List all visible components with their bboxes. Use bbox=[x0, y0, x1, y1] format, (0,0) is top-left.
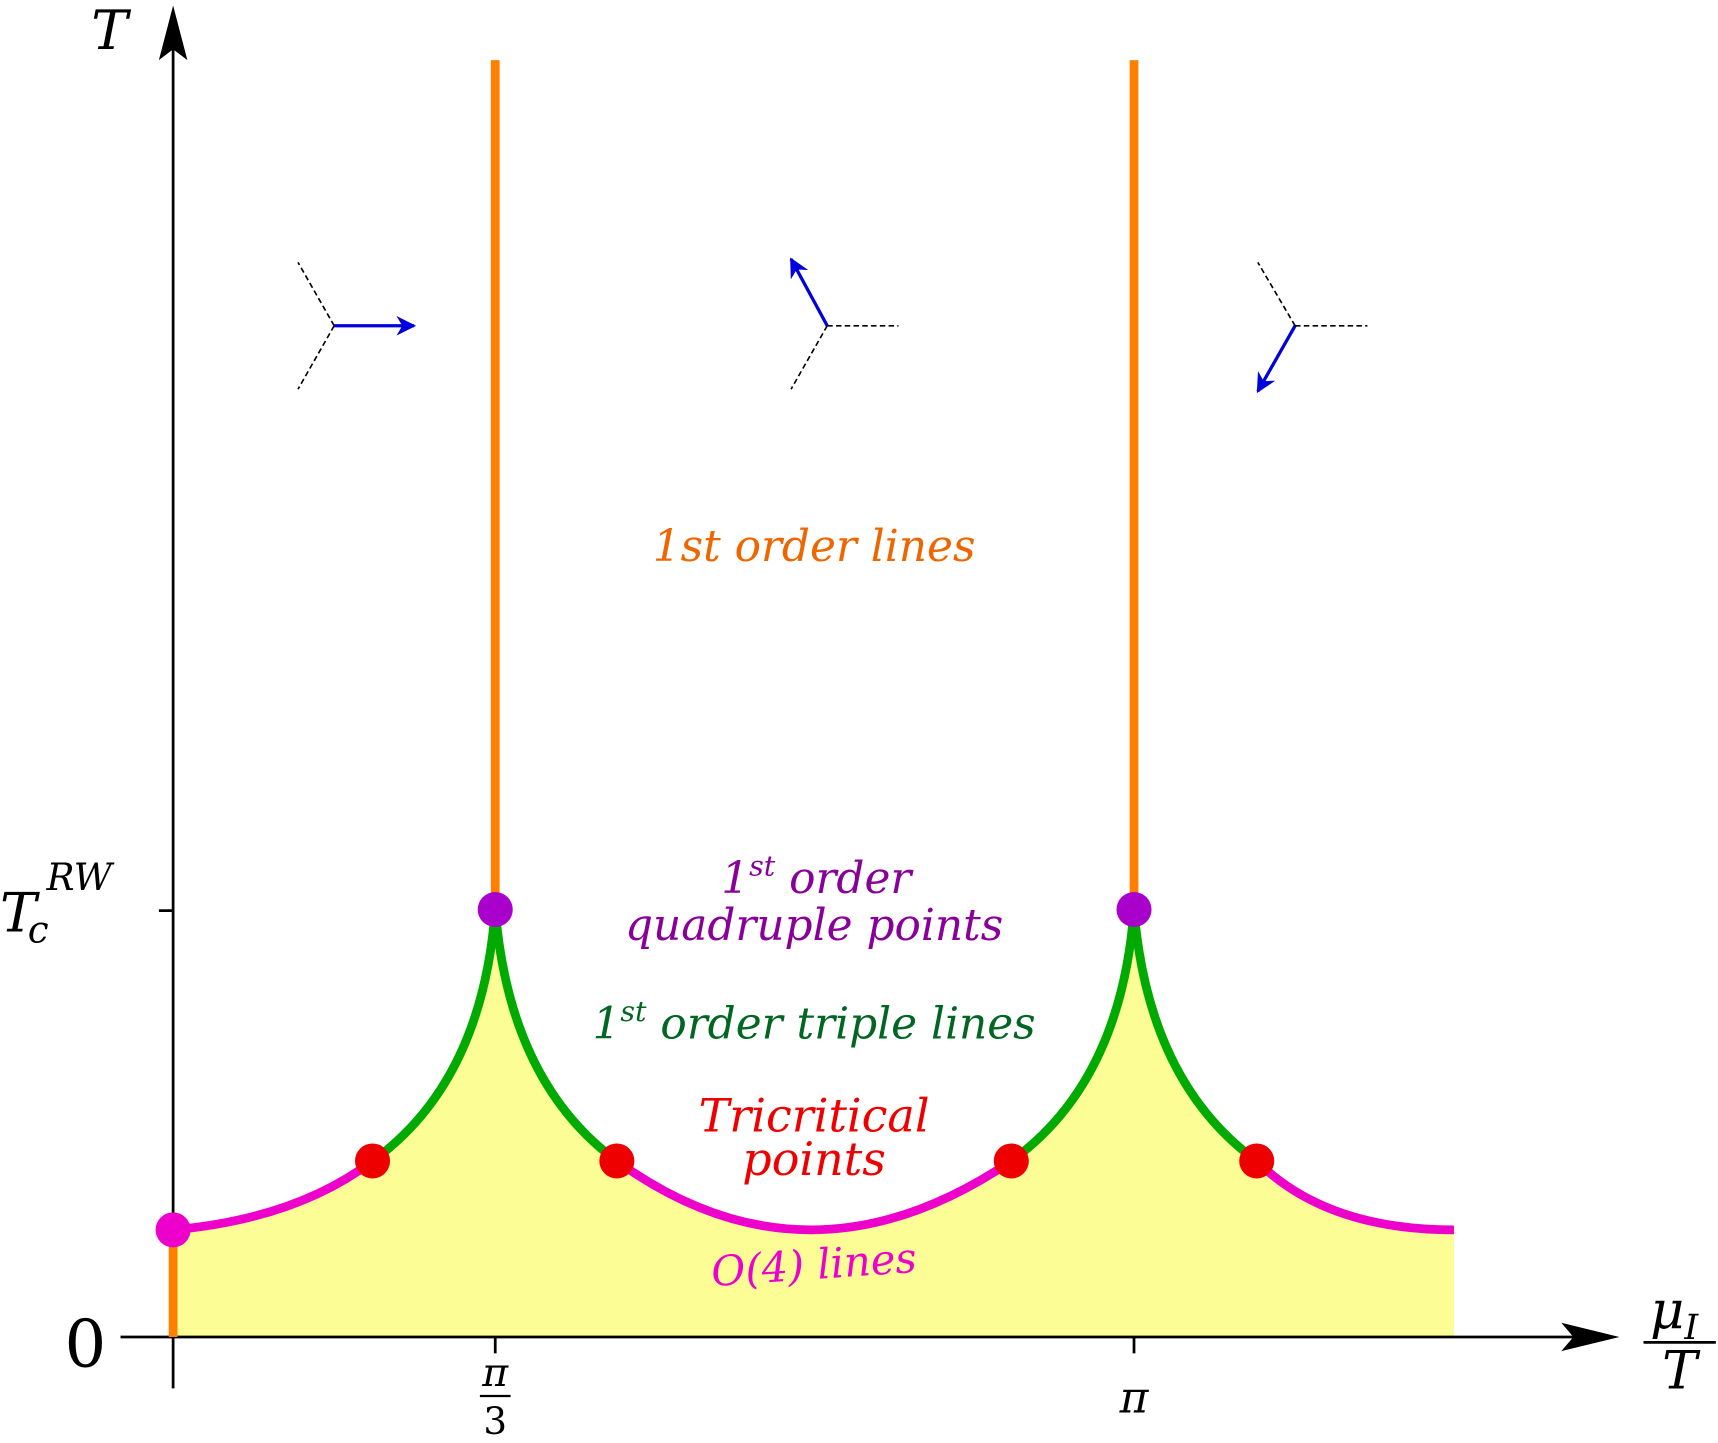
o4-line bbox=[614, 1157, 1014, 1235]
tricritical-point bbox=[1239, 1143, 1275, 1179]
tick-sup: RW bbox=[45, 855, 114, 899]
o4-line bbox=[172, 1157, 376, 1235]
label-part: 1 bbox=[592, 999, 620, 1050]
label: Tricritical bbox=[699, 1088, 930, 1142]
dashed-branch bbox=[1257, 261, 1368, 327]
triple-line bbox=[1008, 909, 1139, 1165]
dashed-branch bbox=[790, 324, 899, 390]
quadruple-point bbox=[477, 892, 513, 928]
x-label-num: μ bbox=[1650, 1280, 1684, 1341]
x-arrow bbox=[1561, 1322, 1620, 1352]
x-axis-label: μI bbox=[1650, 1280, 1699, 1348]
tick-sub: c bbox=[28, 907, 49, 951]
x-tick-label: π bbox=[1119, 1372, 1150, 1423]
label-part: order triple lines bbox=[646, 999, 1035, 1050]
y-tick-label: Tc RW bbox=[0, 855, 115, 951]
label: quadruple points bbox=[625, 900, 1003, 951]
label-sup: st bbox=[749, 850, 776, 883]
tricritical-point bbox=[993, 1143, 1029, 1179]
tricritical-point bbox=[599, 1143, 635, 1179]
x-label-sub: I bbox=[1683, 1307, 1699, 1348]
label: 1st order lines bbox=[653, 521, 976, 572]
label: 1st order triple lines bbox=[592, 995, 1035, 1049]
label: 1st order bbox=[721, 850, 914, 904]
triple-line bbox=[490, 909, 620, 1165]
label-part: order bbox=[775, 853, 914, 904]
quadruple-point bbox=[1116, 892, 1152, 928]
triple-line bbox=[369, 909, 500, 1165]
polyakov-arrow bbox=[789, 257, 829, 327]
tricritical-point bbox=[354, 1143, 391, 1179]
dashed-branch bbox=[297, 261, 335, 390]
label-part: 1 bbox=[721, 853, 749, 904]
region-fill bbox=[173, 909, 1454, 1337]
triple-line bbox=[1129, 909, 1260, 1165]
y-axis-label: T bbox=[91, 0, 131, 62]
label-sup: st bbox=[620, 995, 647, 1028]
x-tick-label: π bbox=[481, 1350, 509, 1396]
x-tick-label: 3 bbox=[483, 1399, 507, 1443]
o4-line bbox=[1253, 1157, 1454, 1235]
x-axis-label-den: T bbox=[1662, 1340, 1701, 1401]
y-tick-label: 0 bbox=[65, 1307, 107, 1383]
o4-point bbox=[155, 1212, 191, 1248]
y-arrow bbox=[158, 5, 188, 61]
label: points bbox=[742, 1132, 886, 1186]
tick-base: T bbox=[0, 880, 40, 944]
polyakov-arrow bbox=[1256, 324, 1297, 394]
